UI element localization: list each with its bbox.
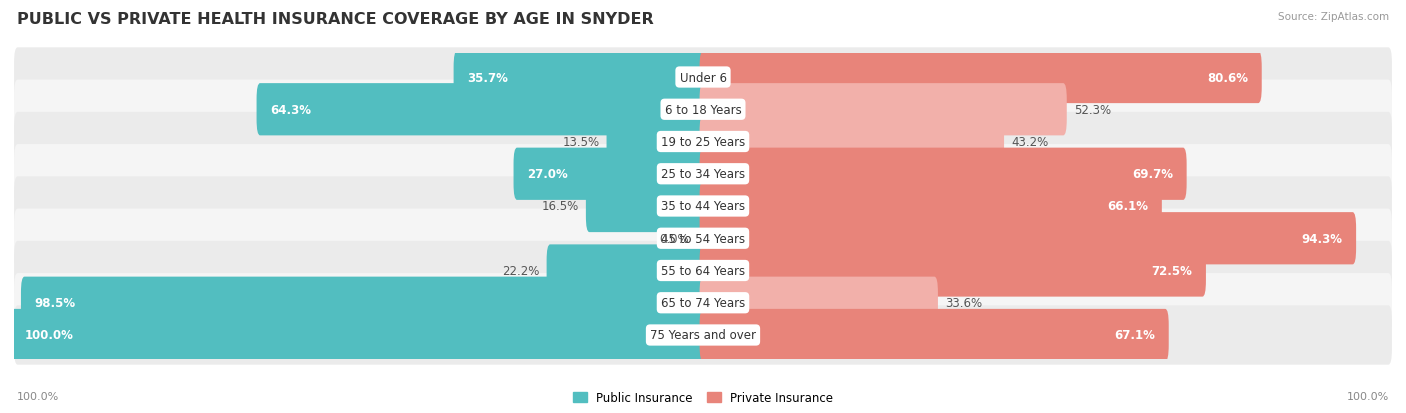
Legend: Public Insurance, Private Insurance: Public Insurance, Private Insurance <box>568 386 838 408</box>
FancyBboxPatch shape <box>14 113 1392 172</box>
FancyBboxPatch shape <box>586 180 706 233</box>
Text: 55 to 64 Years: 55 to 64 Years <box>661 264 745 277</box>
FancyBboxPatch shape <box>14 306 1392 365</box>
Text: 94.3%: 94.3% <box>1302 232 1343 245</box>
Text: Under 6: Under 6 <box>679 71 727 84</box>
Text: 52.3%: 52.3% <box>1074 104 1111 116</box>
Text: 45 to 54 Years: 45 to 54 Years <box>661 232 745 245</box>
Text: 100.0%: 100.0% <box>1347 391 1389 401</box>
Text: 6 to 18 Years: 6 to 18 Years <box>665 104 741 116</box>
FancyBboxPatch shape <box>700 180 1161 233</box>
Text: 75 Years and over: 75 Years and over <box>650 329 756 342</box>
Text: 25 to 34 Years: 25 to 34 Years <box>661 168 745 181</box>
Text: 16.5%: 16.5% <box>541 200 579 213</box>
FancyBboxPatch shape <box>21 277 706 329</box>
FancyBboxPatch shape <box>700 277 938 329</box>
Text: 98.5%: 98.5% <box>35 297 76 309</box>
FancyBboxPatch shape <box>547 245 706 297</box>
FancyBboxPatch shape <box>700 245 1206 297</box>
Text: 13.5%: 13.5% <box>562 136 599 149</box>
Text: 19 to 25 Years: 19 to 25 Years <box>661 136 745 149</box>
FancyBboxPatch shape <box>700 213 1357 265</box>
Text: 69.7%: 69.7% <box>1132 168 1173 181</box>
Text: 27.0%: 27.0% <box>527 168 568 181</box>
FancyBboxPatch shape <box>513 148 706 200</box>
Text: 35 to 44 Years: 35 to 44 Years <box>661 200 745 213</box>
FancyBboxPatch shape <box>700 116 1004 168</box>
FancyBboxPatch shape <box>700 84 1067 136</box>
FancyBboxPatch shape <box>14 273 1392 332</box>
Text: 33.6%: 33.6% <box>945 297 981 309</box>
FancyBboxPatch shape <box>14 145 1392 204</box>
Text: 0.0%: 0.0% <box>659 232 689 245</box>
FancyBboxPatch shape <box>454 52 706 104</box>
Text: 35.7%: 35.7% <box>467 71 508 84</box>
FancyBboxPatch shape <box>14 177 1392 236</box>
FancyBboxPatch shape <box>606 116 706 168</box>
Text: Source: ZipAtlas.com: Source: ZipAtlas.com <box>1278 12 1389 22</box>
FancyBboxPatch shape <box>14 241 1392 300</box>
FancyBboxPatch shape <box>256 84 706 136</box>
Text: 43.2%: 43.2% <box>1011 136 1049 149</box>
FancyBboxPatch shape <box>700 309 1168 361</box>
Text: 66.1%: 66.1% <box>1107 200 1149 213</box>
FancyBboxPatch shape <box>14 48 1392 107</box>
Text: 100.0%: 100.0% <box>24 329 73 342</box>
Text: 80.6%: 80.6% <box>1206 71 1249 84</box>
Text: 22.2%: 22.2% <box>502 264 540 277</box>
FancyBboxPatch shape <box>700 148 1187 200</box>
Text: 72.5%: 72.5% <box>1152 264 1192 277</box>
Text: 67.1%: 67.1% <box>1114 329 1154 342</box>
Text: 65 to 74 Years: 65 to 74 Years <box>661 297 745 309</box>
Text: PUBLIC VS PRIVATE HEALTH INSURANCE COVERAGE BY AGE IN SNYDER: PUBLIC VS PRIVATE HEALTH INSURANCE COVER… <box>17 12 654 27</box>
Text: 100.0%: 100.0% <box>17 391 59 401</box>
FancyBboxPatch shape <box>700 52 1261 104</box>
FancyBboxPatch shape <box>11 309 706 361</box>
FancyBboxPatch shape <box>14 209 1392 268</box>
FancyBboxPatch shape <box>14 81 1392 140</box>
Text: 64.3%: 64.3% <box>270 104 311 116</box>
